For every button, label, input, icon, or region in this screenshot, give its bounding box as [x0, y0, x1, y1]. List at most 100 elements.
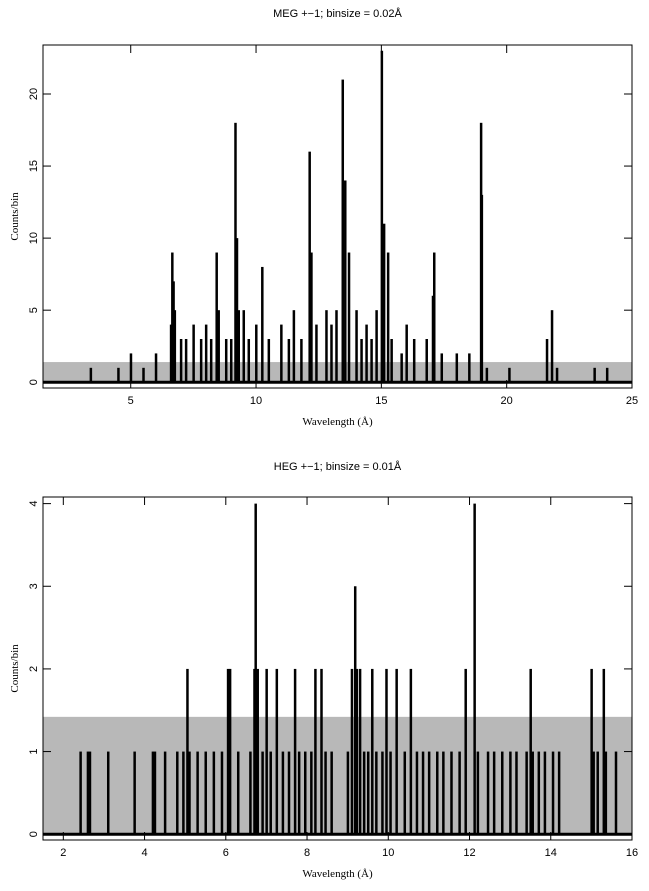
bin — [325, 310, 328, 383]
y-axis-label: Counts/bin — [9, 192, 21, 241]
bin — [421, 751, 425, 835]
bin — [169, 324, 173, 383]
bin — [247, 339, 251, 383]
bin — [557, 751, 561, 835]
bin — [341, 79, 345, 383]
bin — [431, 295, 435, 383]
bin — [473, 503, 476, 835]
bin — [508, 367, 511, 383]
bin — [381, 751, 384, 835]
bin — [450, 751, 453, 835]
bin — [555, 367, 559, 383]
bin — [196, 751, 199, 835]
bin — [492, 751, 496, 835]
x-tick-label: 4 — [141, 847, 147, 859]
bin — [129, 353, 133, 383]
y-tick-label: 5 — [28, 307, 40, 313]
bin — [287, 751, 291, 835]
x-axis-label: Wavelength (Å) — [302, 416, 373, 428]
bin — [269, 751, 272, 835]
bin — [173, 310, 177, 383]
bin — [389, 751, 392, 835]
bin — [215, 252, 218, 383]
x-axis-label: Wavelength (Å) — [302, 868, 373, 880]
x-tick-label: 16 — [626, 847, 638, 859]
bin — [315, 324, 318, 383]
bin — [537, 751, 541, 835]
bin — [106, 751, 110, 835]
y-tick-label: 1 — [28, 749, 40, 755]
x-tick-label: 5 — [128, 395, 134, 407]
bin — [172, 281, 175, 383]
bin — [192, 324, 195, 383]
bin — [228, 668, 232, 835]
y-tick-label: 4 — [28, 501, 40, 507]
bin — [501, 751, 504, 835]
bin — [265, 668, 268, 835]
bin — [355, 310, 358, 383]
bin — [79, 751, 82, 835]
bin — [480, 194, 484, 383]
bin — [375, 310, 378, 383]
y-tick-label: 0 — [28, 379, 40, 385]
bin — [179, 339, 183, 383]
bin — [529, 668, 532, 835]
chart-title: MEG +−1; binsize = 0.02Å — [273, 7, 402, 20]
y-tick-label: 2 — [28, 666, 40, 672]
bin — [308, 151, 311, 383]
bin — [324, 751, 327, 835]
bin — [602, 668, 606, 835]
bin — [163, 751, 167, 835]
bin — [330, 324, 333, 383]
bin — [382, 223, 386, 383]
bin — [362, 751, 366, 835]
bin — [242, 310, 246, 383]
chart-title: HEG +−1; binsize = 0.01Å — [274, 460, 402, 473]
bin — [209, 339, 213, 383]
background-band — [43, 716, 632, 835]
bin — [154, 353, 158, 383]
bin — [344, 180, 347, 383]
bin — [261, 266, 264, 383]
bin — [346, 751, 350, 835]
x-tick-label: 12 — [463, 847, 475, 859]
x-tick-label: 10 — [382, 847, 394, 859]
bin — [360, 339, 363, 383]
bin — [403, 751, 407, 835]
bin — [405, 324, 408, 383]
bin — [217, 310, 220, 383]
bin — [234, 122, 237, 383]
bin — [314, 668, 317, 835]
bin — [371, 668, 374, 835]
bin — [415, 751, 419, 835]
bin — [297, 751, 301, 835]
bin — [220, 751, 224, 835]
bin — [182, 751, 185, 835]
bin — [212, 751, 216, 835]
bin — [184, 339, 188, 383]
y-tick-label: 10 — [28, 232, 40, 244]
bin — [604, 751, 608, 835]
bin — [355, 668, 359, 835]
y-tick-label: 3 — [28, 583, 40, 589]
bin — [551, 751, 555, 835]
bin — [226, 668, 230, 835]
bin — [330, 751, 333, 835]
x-tick-label: 8 — [304, 847, 310, 859]
bin — [409, 668, 413, 835]
bin — [204, 751, 207, 835]
bin — [151, 751, 155, 835]
bin — [204, 324, 208, 383]
bin — [486, 751, 490, 835]
bin — [86, 751, 90, 835]
bin — [400, 353, 403, 383]
bin — [440, 353, 444, 383]
bin — [275, 668, 279, 835]
bin — [464, 668, 467, 835]
bin — [188, 751, 191, 835]
bin — [375, 751, 378, 835]
bin — [153, 751, 157, 835]
bin — [525, 751, 528, 835]
bin — [412, 339, 416, 383]
